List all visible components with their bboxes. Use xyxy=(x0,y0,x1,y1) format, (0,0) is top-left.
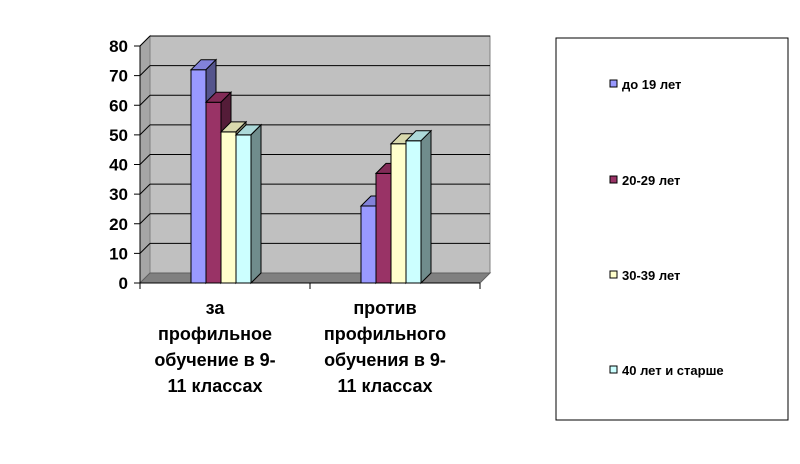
y-tick-label: 10 xyxy=(109,244,128,263)
x-category-label: за профильное обучение в 9-11 классах xyxy=(154,298,275,396)
gridline-side xyxy=(139,154,151,165)
x-category-label: против профильного обучения в 9-11 классах xyxy=(324,298,446,396)
legend-swatch xyxy=(609,175,618,184)
axes: 0 10 20 30 40 50 60 70 80 за профильное обучение в … xyxy=(109,37,481,396)
legend-label: 30-39 лет xyxy=(622,268,680,283)
y-tick-label: 30 xyxy=(109,185,128,204)
legend-label: 40 лет и старше xyxy=(622,363,724,378)
legend-swatch xyxy=(609,270,618,279)
y-tick-label: 20 xyxy=(109,215,128,234)
y-tick-label: 40 xyxy=(109,156,128,175)
legend-box xyxy=(555,37,789,421)
legend-label: 20-29 лет xyxy=(622,173,680,188)
gridline-side xyxy=(139,213,151,225)
legend-swatch xyxy=(609,365,618,374)
y-tick-label: 50 xyxy=(109,126,128,145)
gridline-side xyxy=(139,183,151,195)
gridline-side xyxy=(139,124,151,136)
y-tick-label: 80 xyxy=(109,37,128,56)
legend-swatch xyxy=(609,79,618,88)
gridline-side xyxy=(139,65,151,76)
bar xyxy=(404,129,433,285)
legend-label: до 19 лет xyxy=(622,77,681,92)
gridline-side xyxy=(139,35,151,47)
y-tick-label: 60 xyxy=(109,96,128,115)
bars xyxy=(189,58,433,285)
legend: до 19 лет 20-29 лет 30-39 лет 40 лет и стар… xyxy=(555,37,789,421)
gridline-side xyxy=(139,94,151,106)
y-tick-label: 70 xyxy=(109,67,128,86)
bar xyxy=(234,123,263,285)
y-tick-label: 0 xyxy=(119,274,128,293)
gridline-side xyxy=(139,243,151,254)
